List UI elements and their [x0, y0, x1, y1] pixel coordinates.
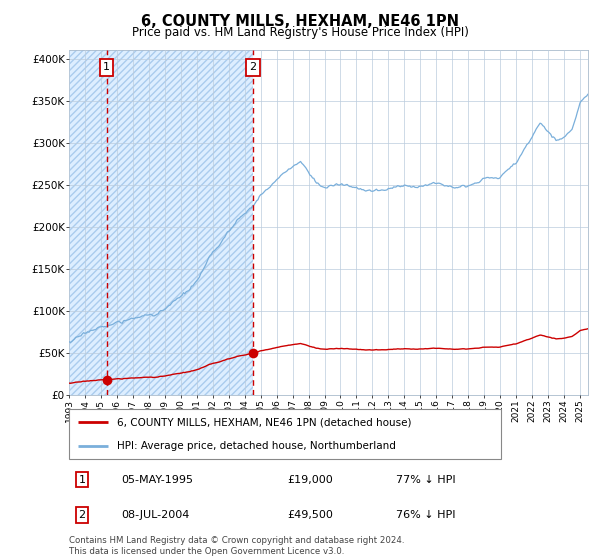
Text: 05-MAY-1995: 05-MAY-1995 [121, 475, 193, 484]
Text: 6, COUNTY MILLS, HEXHAM, NE46 1PN: 6, COUNTY MILLS, HEXHAM, NE46 1PN [141, 14, 459, 29]
Text: £49,500: £49,500 [287, 510, 333, 520]
Text: £19,000: £19,000 [287, 475, 333, 484]
Text: Price paid vs. HM Land Registry's House Price Index (HPI): Price paid vs. HM Land Registry's House … [131, 26, 469, 39]
Text: 2: 2 [79, 510, 86, 520]
Bar [61, 50, 253, 395]
Text: 6, COUNTY MILLS, HEXHAM, NE46 1PN (detached house): 6, COUNTY MILLS, HEXHAM, NE46 1PN (detac… [116, 417, 411, 427]
Text: 76% ↓ HPI: 76% ↓ HPI [396, 510, 455, 520]
Text: 2: 2 [250, 63, 257, 72]
Text: 1: 1 [79, 475, 85, 484]
Bar [61, 50, 253, 395]
Text: Contains HM Land Registry data © Crown copyright and database right 2024.
This d: Contains HM Land Registry data © Crown c… [69, 536, 404, 556]
Text: HPI: Average price, detached house, Northumberland: HPI: Average price, detached house, Nort… [116, 441, 395, 451]
Text: 08-JUL-2004: 08-JUL-2004 [121, 510, 189, 520]
Text: 77% ↓ HPI: 77% ↓ HPI [396, 475, 455, 484]
Text: 1: 1 [103, 63, 110, 72]
